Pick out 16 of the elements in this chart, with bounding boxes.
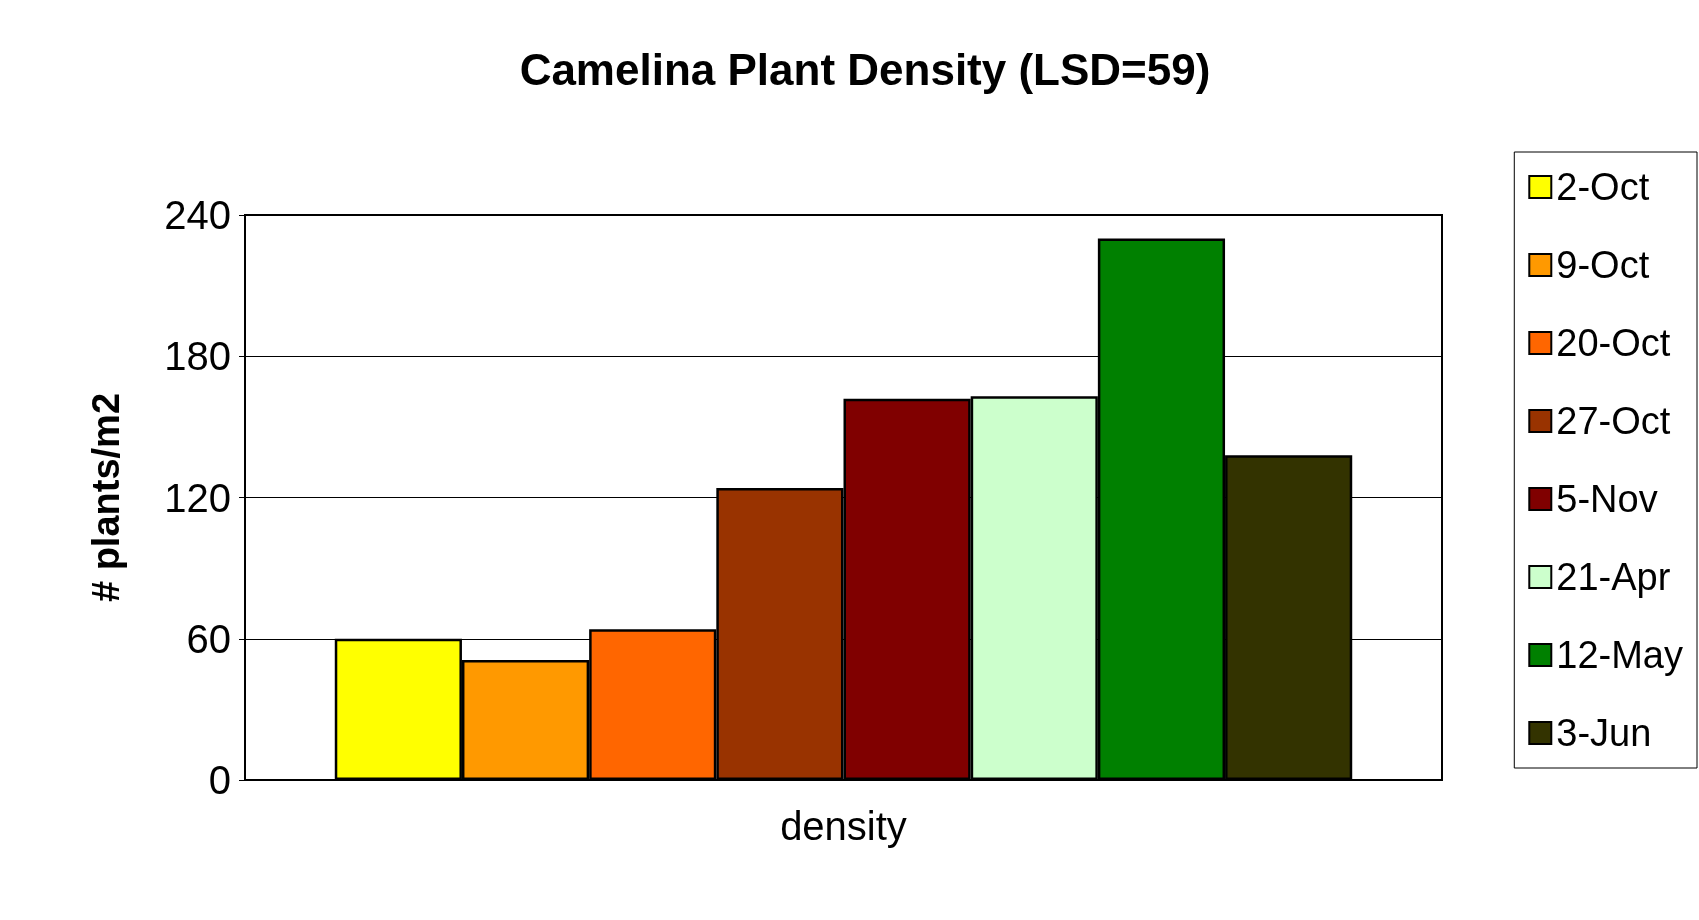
y-tick-label: 120 [164,475,231,520]
y-tick-label: 60 [186,616,231,661]
legend-label: 21-Apr [1556,556,1671,598]
y-tick-label: 180 [164,334,231,379]
legend-label: 2-Oct [1556,166,1650,208]
legend-label: 5-Nov [1556,478,1658,520]
legend-label: 9-Oct [1556,244,1650,286]
legend-label: 3-Jun [1556,712,1652,754]
y-tick-label: 240 [164,193,231,237]
legend-label: 12-May [1556,634,1684,676]
y-tick-label: 0 [208,758,231,802]
legend-label: 27-Oct [1556,400,1671,442]
chart-title: Camelina Plant Density (LSD=59) [519,44,1211,94]
legend-label: 20-Oct [1556,322,1671,364]
y-axis-title: # plants/m2 [85,392,127,603]
x-tick-label: density [780,804,907,848]
